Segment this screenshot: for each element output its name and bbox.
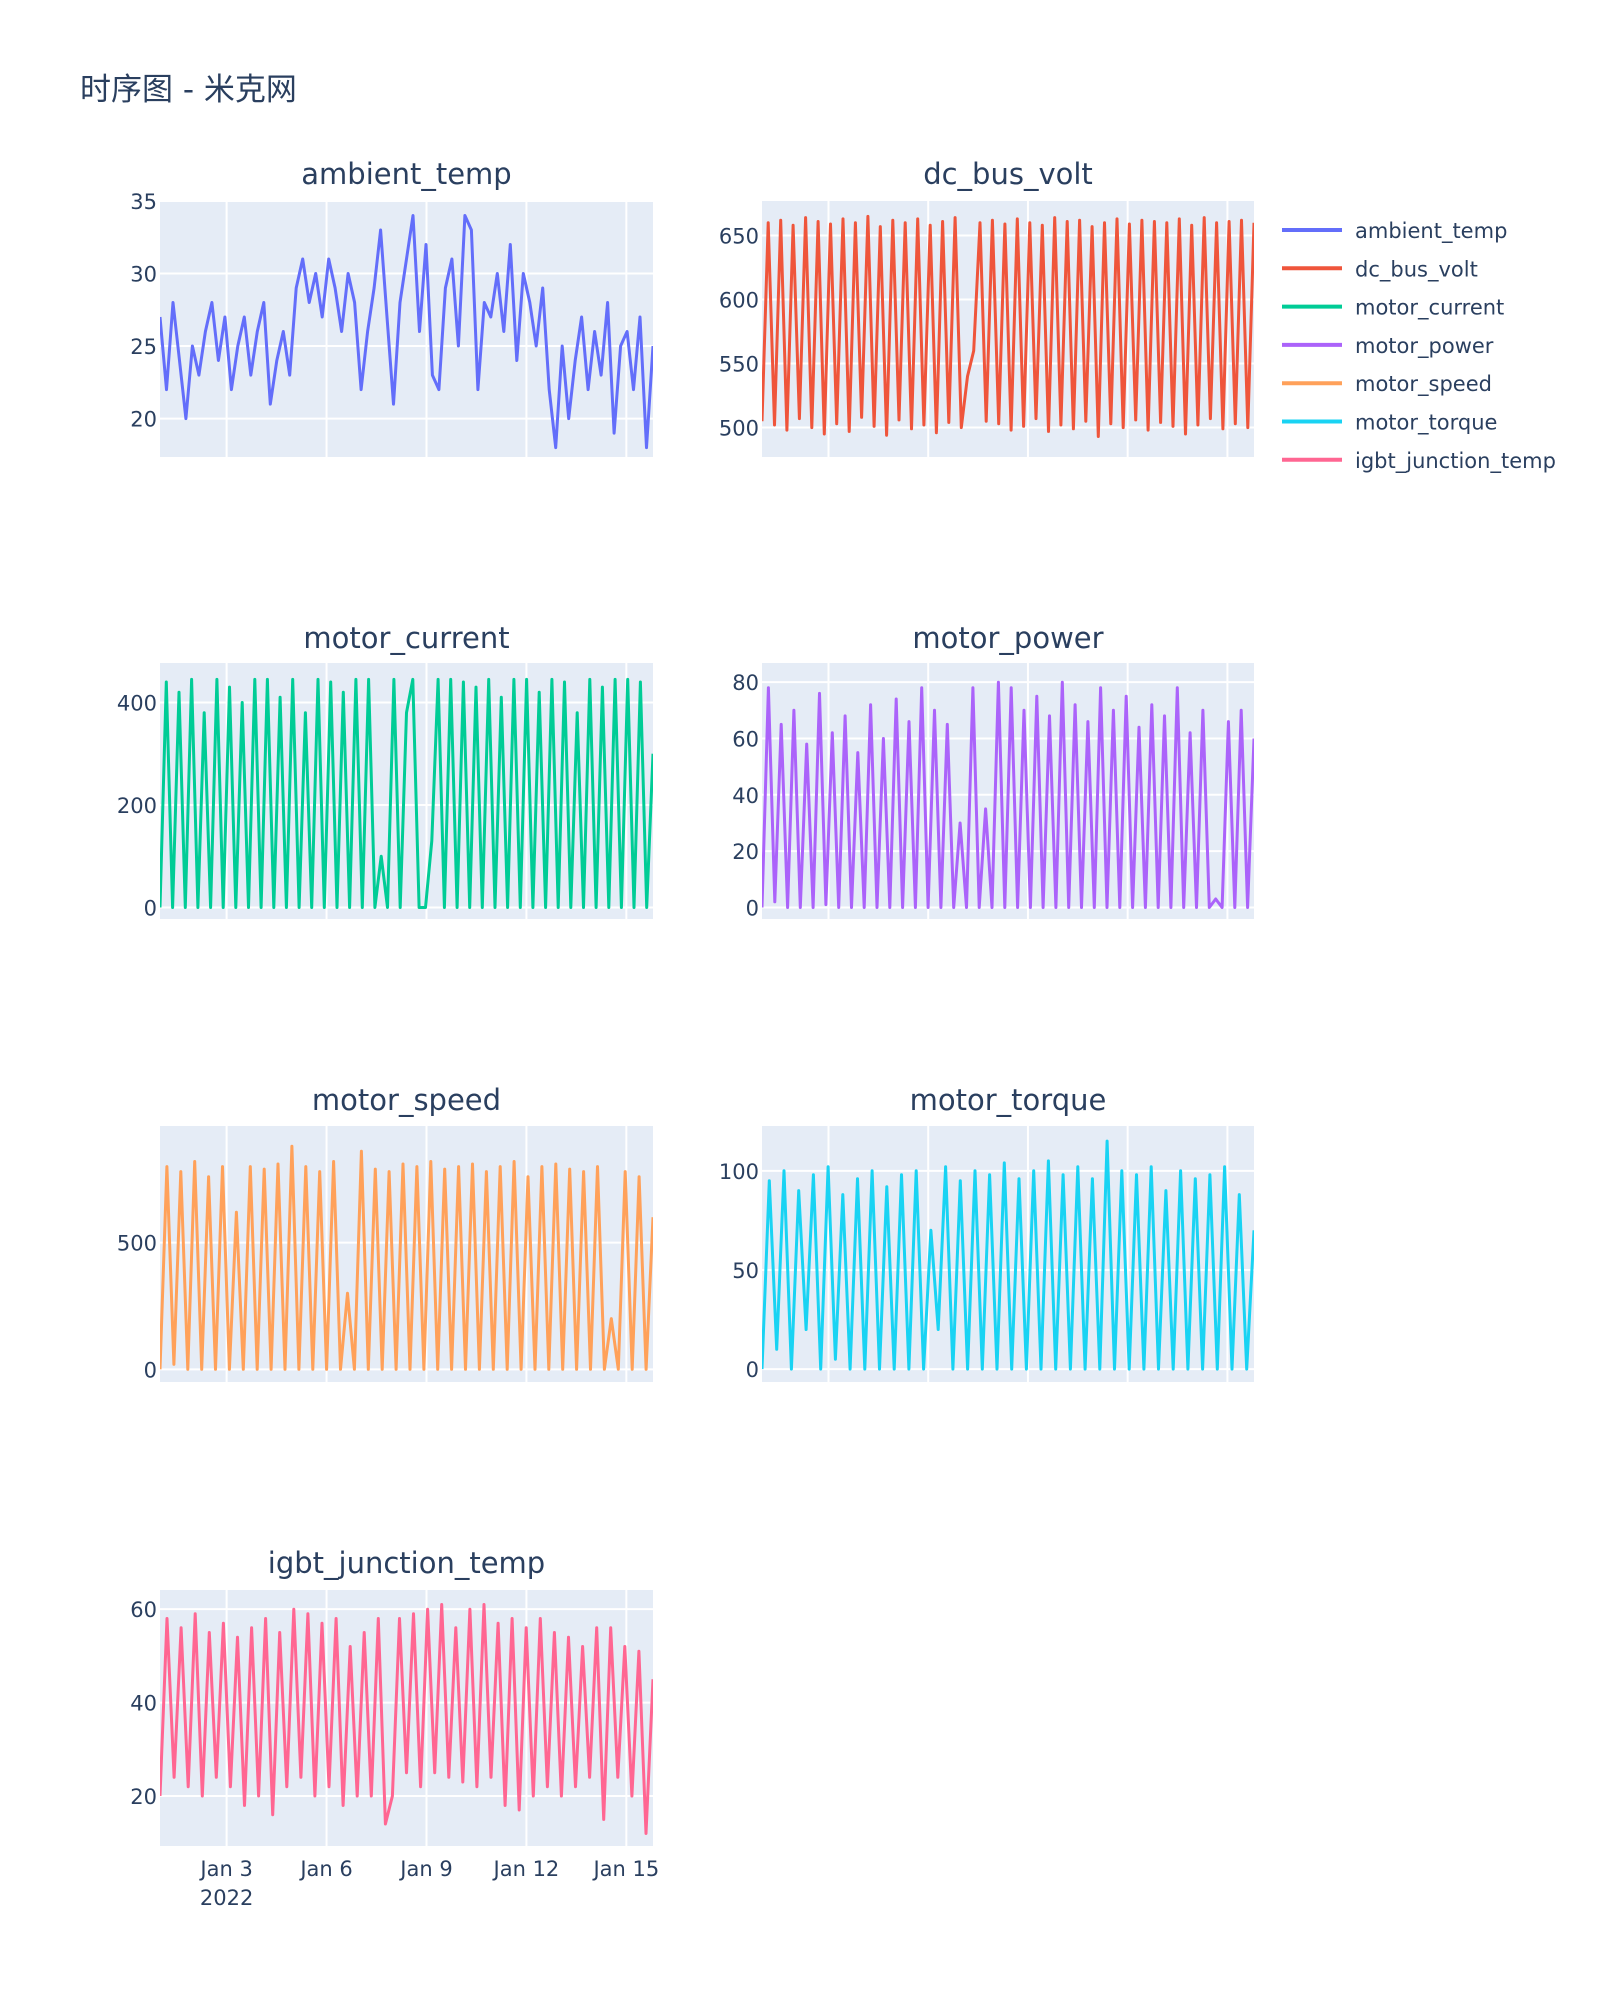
subplot-title-ambient_temp: ambient_temp — [301, 157, 511, 191]
y-tick-label: 60 — [732, 727, 759, 751]
legend-label-motor_power[interactable]: motor_power — [1355, 334, 1494, 359]
subplot-title-motor_torque: motor_torque — [910, 1083, 1107, 1117]
subplot-title-igbt_junction_temp: igbt_junction_temp — [268, 1546, 545, 1580]
y-tick-label: 0 — [144, 1358, 157, 1382]
subplot-title-motor_speed: motor_speed — [312, 1083, 501, 1117]
y-tick-label: 20 — [130, 408, 157, 432]
y-tick-label: 80 — [732, 671, 759, 695]
legend-label-motor_torque[interactable]: motor_torque — [1355, 411, 1497, 436]
y-tick-label: 400 — [117, 691, 157, 715]
chart-title: 时序图 - 米克网 — [80, 72, 297, 108]
y-tick-label: 0 — [746, 1358, 759, 1382]
y-tick-label: 500 — [117, 1232, 157, 1256]
y-tick-label: 100 — [719, 1160, 759, 1184]
legend-label-motor_speed[interactable]: motor_speed — [1355, 372, 1492, 397]
subplot-title-motor_power: motor_power — [912, 621, 1103, 655]
series-line-motor_torque — [762, 1139, 1254, 1371]
y-tick-label: 25 — [130, 335, 157, 359]
y-tick-label: 0 — [746, 896, 759, 920]
y-tick-label: 500 — [719, 417, 759, 441]
x-year-label: 2022 — [200, 1886, 253, 1910]
legend-label-dc_bus_volt[interactable]: dc_bus_volt — [1355, 257, 1478, 282]
series-line-motor_speed — [160, 1144, 653, 1371]
y-tick-label: 0 — [144, 896, 157, 920]
legend-label-ambient_temp[interactable]: ambient_temp — [1355, 219, 1507, 244]
y-tick-label: 650 — [719, 225, 759, 249]
series-line-igbt_junction_temp — [160, 1603, 653, 1835]
subplot-title-motor_current: motor_current — [303, 621, 509, 655]
y-tick-label: 40 — [130, 1692, 157, 1716]
y-tick-label: 600 — [719, 289, 759, 313]
series-line-dc_bus_volt — [762, 214, 1254, 438]
y-tick-label: 200 — [117, 794, 157, 818]
y-tick-label: 50 — [732, 1259, 759, 1283]
series-line-motor_power — [762, 680, 1254, 909]
series-line-ambient_temp — [160, 214, 653, 450]
legend-label-motor_current[interactable]: motor_current — [1355, 296, 1504, 321]
x-tick-label: Jan 15 — [591, 1857, 659, 1881]
x-tick-label: Jan 3 — [198, 1857, 252, 1881]
y-tick-label: 35 — [130, 190, 157, 214]
y-tick-label: 30 — [130, 263, 157, 287]
series-line-motor_current — [160, 677, 653, 909]
legend-label-igbt_junction_temp[interactable]: igbt_junction_temp — [1355, 449, 1556, 474]
x-tick-label: Jan 12 — [492, 1857, 560, 1881]
x-tick-label: Jan 9 — [398, 1857, 452, 1881]
y-tick-label: 20 — [130, 1785, 157, 1809]
y-tick-label: 40 — [732, 784, 759, 808]
y-tick-label: 550 — [719, 353, 759, 377]
y-tick-label: 20 — [732, 840, 759, 864]
y-tick-label: 60 — [130, 1598, 157, 1622]
x-tick-label: Jan 6 — [298, 1857, 352, 1881]
subplot-title-dc_bus_volt: dc_bus_volt — [923, 157, 1093, 191]
